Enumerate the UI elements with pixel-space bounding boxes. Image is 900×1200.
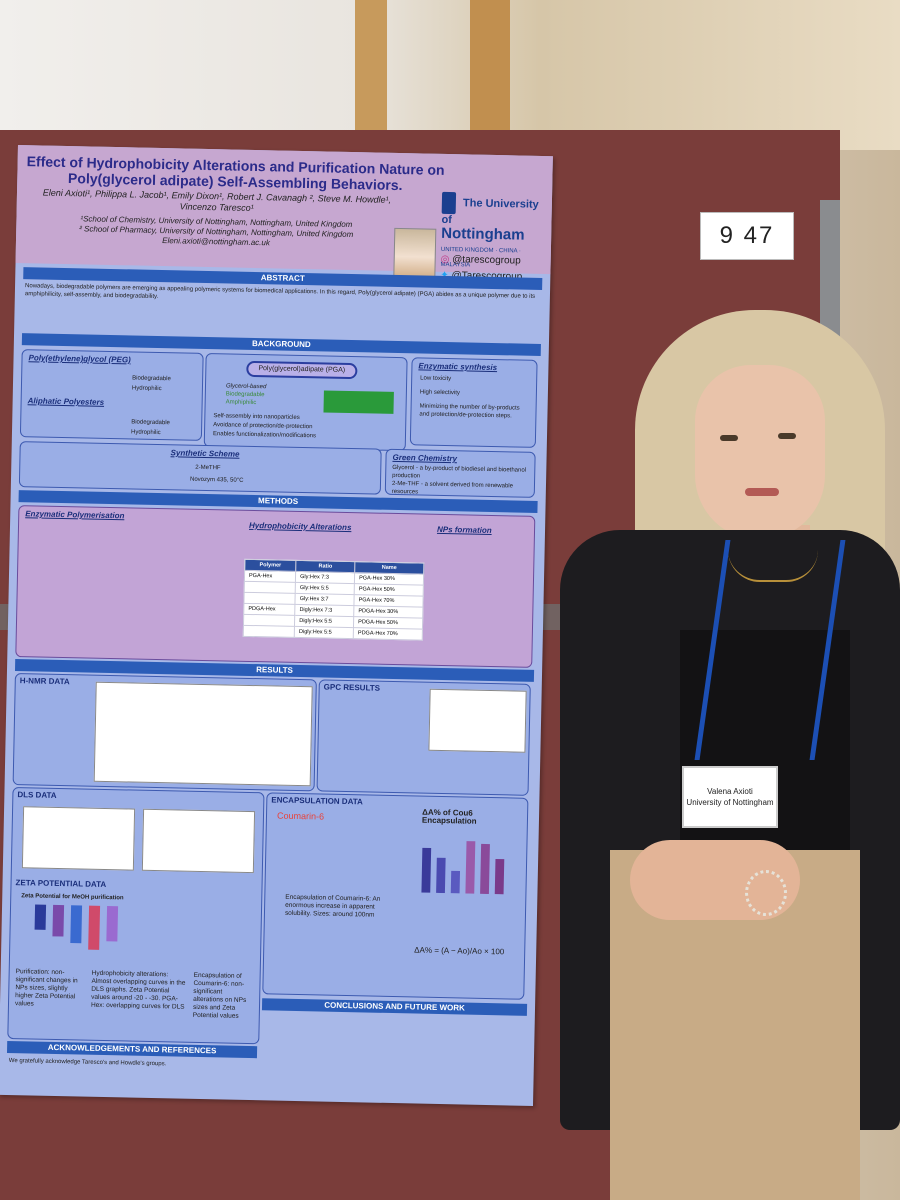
zeta-meoh-title: Zeta Potential for MeOH purification (21, 893, 124, 902)
pga-3: Amphiphilic (225, 399, 257, 407)
enc-box: Encapsulation of Coumarin-6: An enormous… (284, 893, 381, 919)
pga-panel: Poly(glycerol)adipate (PGA) Glycerol-bas… (203, 352, 408, 452)
section-conclusions: CONCLUSIONS AND FUTURE WORK (261, 998, 528, 1016)
dls-chart-pga (21, 806, 136, 871)
university-line1: The University of (441, 197, 539, 227)
lips (745, 488, 779, 496)
peg-title: Poly(ethylene)glycol (PEG) (28, 353, 131, 365)
peg-bio: Biodegradable (132, 375, 171, 383)
chart-bar (436, 857, 446, 894)
polymer-table: Polymer Ratio Name PGA-Hex Gly:Hex 7:3 PGA… (242, 558, 425, 641)
chart-bar (450, 870, 461, 894)
hydro-alt-note: Hydrophobicity alterations: Almost overl… (90, 969, 186, 1011)
instagram-handle: @tarescogroup (452, 254, 521, 267)
chart-bar (465, 841, 476, 894)
necklace (728, 550, 818, 582)
nps-title: NPs formation (436, 524, 492, 536)
chart-bar (421, 847, 432, 893)
enz-title: Enzymatic synthesis (418, 361, 498, 373)
zeta-title: ZETA POTENTIAL DATA (15, 878, 107, 890)
instagram-icon: ◎ (440, 253, 453, 266)
green-2: 2-Me-THF - a solvent derived from renewa… (391, 480, 514, 496)
zeta-bar (34, 904, 47, 930)
bracelet (745, 870, 787, 916)
encapsulation-panel: ENCAPSULATION DATA Coumarin-6 ΔA% of Cou… (262, 792, 529, 1000)
eye (778, 433, 796, 439)
table-row: Digly:Hex 5:5 PDGA-Hex 70% (243, 625, 423, 641)
presenter: Valena Axioti University of Nottingham (560, 310, 900, 1200)
enz-2: High selectivity (419, 389, 460, 397)
gpc-title: GPC RESULTS (323, 682, 381, 693)
pga-title: Poly(glycerol)adipate (PGA) (246, 360, 358, 380)
eye (720, 435, 738, 441)
equation: ΔA% = (A − Ao)/Ao × 100 (414, 945, 505, 957)
enzymatic-panel: Enzymatic synthesis Low toxicity High se… (409, 357, 538, 448)
scheme-solvent: 2-MeTHF (195, 464, 221, 472)
green-title: Green Chemistry (392, 452, 458, 464)
board-number: 9 47 (700, 212, 794, 260)
peg-panel: Poly(ethylene)glycol (PEG) Biodegradable… (19, 349, 204, 441)
table-cell (243, 625, 295, 638)
enzpoly-title: Enzymatic Polymerisation (25, 509, 125, 521)
encapsulation-chart (421, 841, 505, 895)
enc-title: ENCAPSULATION DATA (271, 795, 363, 807)
scheme-cond: Novozym 435, 50°C (189, 476, 244, 484)
chart-bar (494, 858, 505, 895)
dls-zeta-panel: DLS DATA ZETA POTENTIAL DATA Zeta Potent… (7, 787, 265, 1045)
scheme-panel: Synthetic Scheme 2-MeTHF Novozym 435, 50… (18, 441, 382, 495)
aliph-title: Aliphatic Polyesters (27, 396, 105, 407)
name-badge: Valena Axioti University of Nottingham (682, 766, 778, 828)
ack-text: We gratefully acknowledge Taresco's and … (8, 1058, 167, 1068)
wall (0, 0, 900, 150)
table-cell: Digly:Hex 5:5 (294, 626, 354, 639)
aliph-hydro: Hydrophilic (130, 429, 161, 437)
aliph-bio: Biodegradable (131, 419, 170, 427)
zeta-bar (52, 904, 65, 937)
zeta-chart (34, 904, 119, 950)
green-panel: Green Chemistry Glycerol - a by-product … (384, 448, 536, 498)
purification-note: Purification: non-significant changes in… (14, 968, 78, 1008)
pga-6: Enables functionalization/modifications (212, 431, 317, 440)
gpc-panel: GPC RESULTS (316, 679, 531, 796)
nmr-title: H-NMR DATA (19, 676, 70, 687)
zeta-bar (88, 905, 101, 950)
dls-title: DLS DATA (17, 790, 57, 800)
molecule-image (323, 390, 394, 414)
university-line2: Nottingham (441, 224, 525, 244)
methods-panel: Enzymatic Polymerisation Hydrophobicity … (15, 505, 536, 668)
research-poster: Effect of Hydrophobicity Alterations and… (0, 145, 553, 1106)
peg-hydro: Hydrophilic (131, 385, 162, 393)
coumarin-label: Coumarin-6 (276, 810, 325, 822)
chart-bar (480, 843, 490, 895)
zeta-bar (70, 905, 83, 944)
badge-name: Valena Axioti (707, 787, 753, 796)
enz-3: Minimizing the number of by-products and… (419, 403, 520, 420)
hydalt-title: Hydrophobicity Alterations (248, 520, 352, 533)
table-cell: PDGA-Hex 70% (353, 627, 423, 641)
dls-chart-pdga (141, 808, 256, 874)
enz-1: Low toxicity (420, 375, 452, 383)
section-acknowledgements: ACKNOWLEDGEMENTS AND REFERENCES (6, 1040, 258, 1059)
nmr-spectrum (93, 681, 313, 787)
scheme-title: Synthetic Scheme (170, 448, 240, 459)
nmr-panel: H-NMR DATA (12, 673, 317, 792)
badge-affiliation: University of Nottingham (686, 798, 774, 807)
face (695, 365, 825, 540)
gpc-chart (428, 688, 527, 753)
encaps-note: Encapsulation of Coumarin-6: non-signifi… (192, 971, 247, 1020)
zeta-bar (106, 906, 119, 942)
crest-icon (441, 191, 457, 215)
